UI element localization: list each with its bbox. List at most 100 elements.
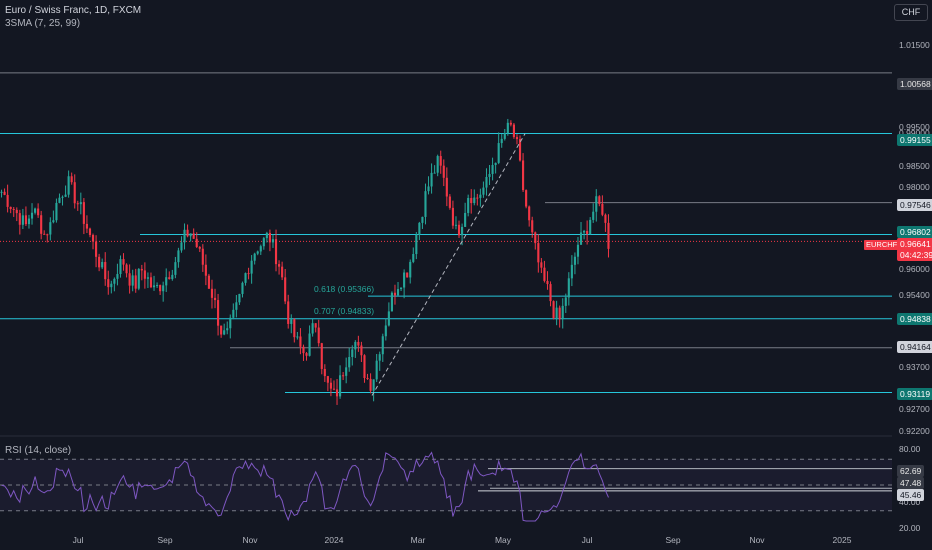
time-tick: May	[494, 535, 512, 545]
candle-body	[354, 341, 357, 350]
candle-body	[137, 268, 140, 289]
candle-body	[128, 273, 131, 286]
candle-body	[281, 266, 284, 278]
candle-body	[40, 215, 43, 234]
candle-body	[518, 139, 522, 161]
candle-body	[503, 133, 506, 139]
rsi-tick: 80.00	[899, 444, 921, 454]
candle-body	[549, 284, 552, 302]
indicator-label[interactable]: 3SMA (7, 25, 99)	[5, 18, 81, 29]
candle-body	[250, 260, 253, 274]
candle-body	[482, 187, 485, 195]
candle-body	[323, 368, 326, 377]
candle-body	[329, 382, 332, 389]
candle-body	[470, 198, 473, 204]
candle-body	[305, 353, 308, 356]
candle-body	[235, 302, 238, 310]
candle-body	[189, 233, 192, 237]
candle-body	[457, 224, 461, 236]
candle-body	[12, 209, 15, 211]
candle-body	[125, 264, 128, 274]
level-tag-teal: 0.94838	[897, 313, 932, 325]
candle-body	[314, 323, 317, 328]
candle-body	[586, 230, 589, 234]
time-tick: Jul	[581, 535, 593, 545]
currency-button[interactable]: CHF	[894, 4, 928, 21]
rsi-value-tag: 45.46	[897, 489, 925, 501]
candle-body	[95, 241, 98, 257]
candle-body	[302, 346, 305, 354]
time-tick: Jul	[72, 535, 84, 545]
candle-body	[207, 275, 210, 289]
candle-body	[540, 262, 543, 268]
rsi-value-tag: 47.48	[897, 477, 925, 489]
rsi-pane	[0, 435, 892, 522]
candle-body	[265, 232, 268, 239]
candle-body	[427, 186, 430, 192]
candle-body	[515, 137, 519, 140]
candle-body	[403, 272, 406, 288]
candle-body	[70, 176, 73, 183]
candle-body	[195, 238, 198, 247]
candle-body	[104, 262, 107, 280]
candle-body	[165, 277, 168, 286]
candle-body	[607, 222, 610, 249]
candle-body	[256, 251, 259, 254]
candle-body	[317, 327, 320, 344]
rsi-tick: 40.00	[899, 497, 921, 507]
candle-body	[131, 275, 134, 286]
candle-body	[433, 172, 436, 174]
candle-body	[552, 301, 555, 319]
time-tick: Sep	[665, 535, 681, 545]
price-tick: 1.01500	[899, 40, 930, 50]
candle-body	[497, 143, 500, 163]
candle-body	[73, 182, 76, 204]
candle-body	[512, 124, 515, 138]
candle-body	[46, 234, 49, 236]
candle-body	[418, 222, 421, 235]
candle-body	[55, 202, 58, 221]
candle-body	[464, 212, 467, 227]
candle-body	[247, 273, 250, 275]
candle-body	[24, 215, 27, 225]
candle-body	[598, 196, 601, 204]
candle-body	[116, 274, 119, 279]
candle-body	[284, 277, 287, 302]
candle-body	[561, 305, 564, 320]
candle-body	[601, 203, 604, 215]
candle-body	[156, 285, 159, 287]
candle-body	[213, 297, 217, 301]
candle-body	[88, 228, 92, 235]
candle-body	[253, 253, 256, 261]
candle-body	[534, 232, 537, 244]
candle-body	[15, 209, 18, 214]
candle-body	[98, 256, 101, 268]
level-tag-teal: 0.96802	[897, 226, 932, 238]
rsi-value-tag: 62.69	[897, 465, 925, 477]
candle-body	[43, 233, 46, 235]
candle-body	[9, 206, 12, 210]
candle-body	[589, 219, 592, 234]
candle-body	[595, 196, 598, 212]
level-tag-white: 0.97546	[897, 199, 932, 211]
candle-body	[34, 208, 37, 213]
candle-body	[0, 191, 3, 193]
candle-body	[226, 328, 229, 331]
price-tick: 0.98000	[899, 182, 930, 192]
rsi-label[interactable]: RSI (14, close)	[5, 445, 72, 456]
candle-body	[152, 285, 156, 288]
candle-body	[229, 317, 232, 329]
candle-body	[335, 389, 339, 397]
candle-body	[467, 198, 470, 213]
candle-body	[241, 282, 244, 294]
candle-body	[168, 277, 171, 280]
candle-body	[479, 194, 482, 198]
candle-body	[58, 197, 61, 203]
price-tick: 0.92700	[899, 404, 930, 414]
candle-body	[491, 165, 494, 174]
candle-body	[107, 279, 110, 288]
price-tick: 0.93700	[899, 362, 930, 372]
candle-body	[287, 301, 290, 324]
candle-body	[509, 122, 512, 125]
